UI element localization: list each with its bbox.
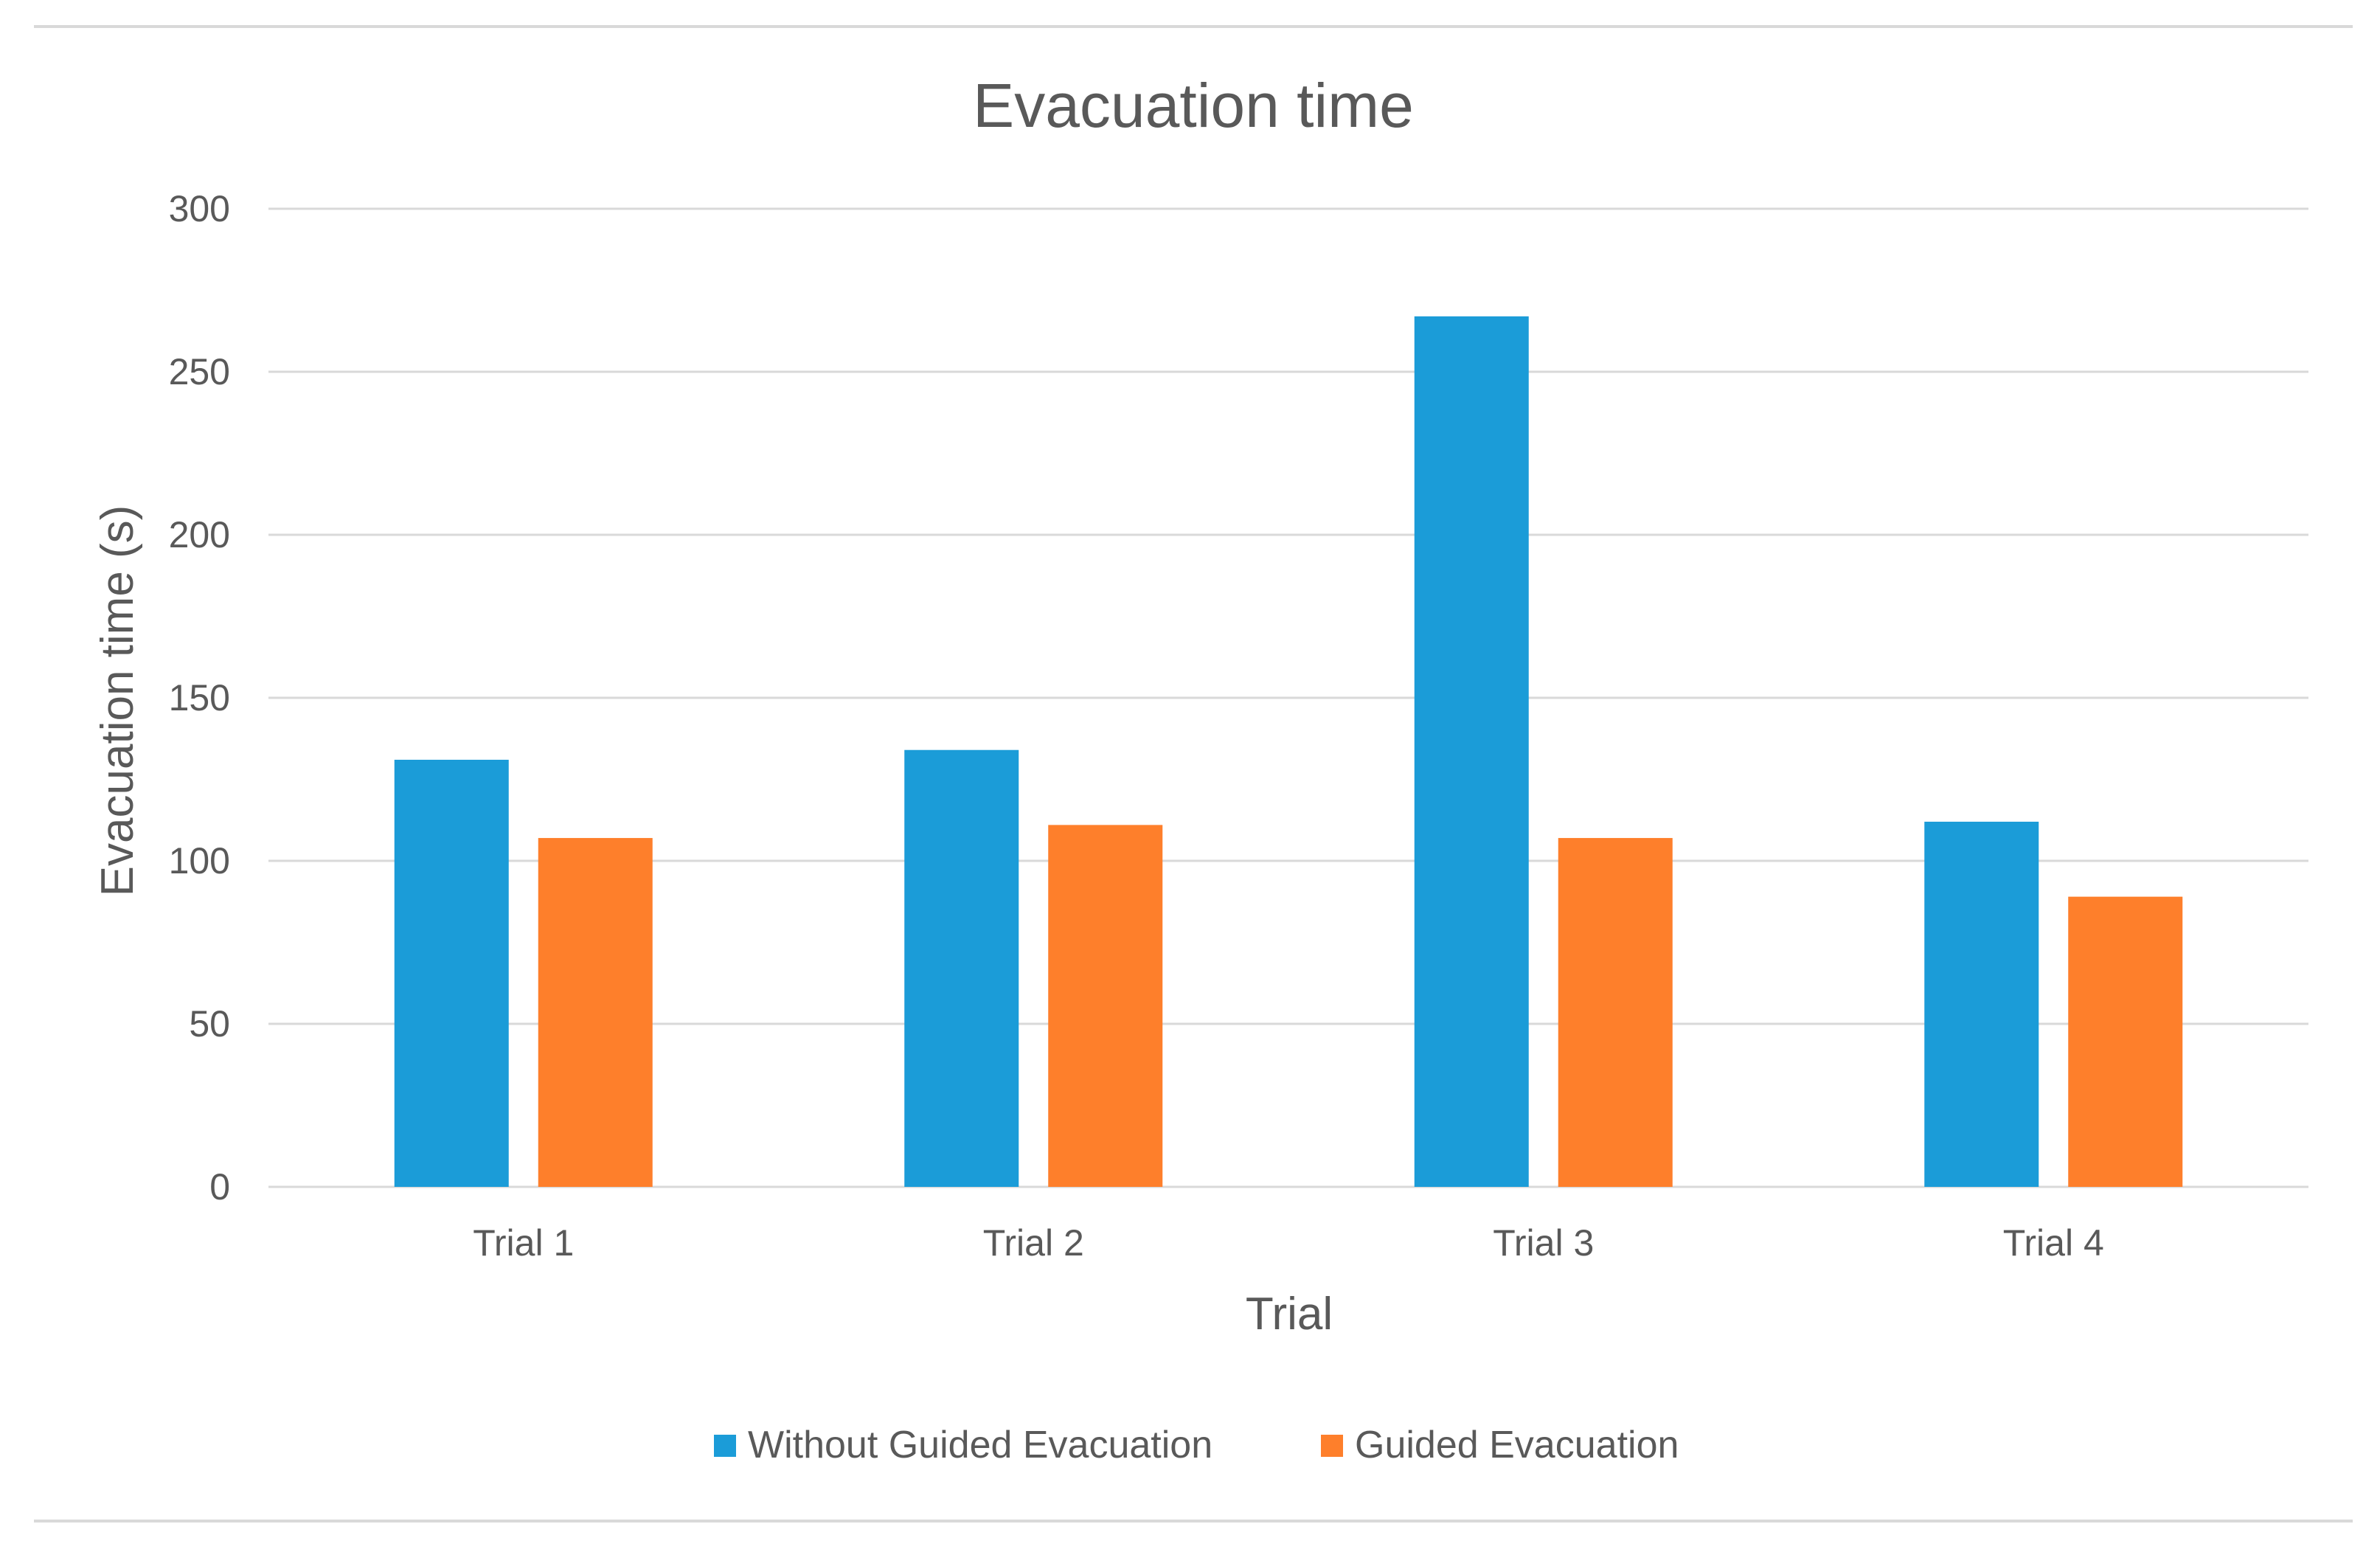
bar-without-guided-1 — [394, 759, 509, 1187]
x-tick-label: Trial 4 — [2003, 1222, 2104, 1264]
legend-swatch-guided — [1321, 1435, 1343, 1457]
y-tick-label: 250 — [169, 351, 230, 392]
y-tick-label: 100 — [169, 840, 230, 881]
bar-guided-4 — [2068, 896, 2183, 1187]
bar-without-guided-3 — [1414, 316, 1529, 1187]
bars — [394, 316, 2183, 1187]
bar-guided-3 — [1558, 838, 1673, 1187]
x-tick-label: Trial 1 — [473, 1222, 574, 1264]
chart-title: Evacuation time — [973, 71, 1414, 140]
bar-without-guided-4 — [1924, 821, 2039, 1187]
x-tick-label: Trial 3 — [1493, 1222, 1594, 1264]
y-axis-ticks: 0 50 100 150 200 250 300 — [169, 188, 230, 1208]
legend-label-guided: Guided Evacuation — [1355, 1424, 1679, 1466]
y-tick-label: 0 — [209, 1166, 230, 1208]
x-axis-ticks: Trial 1 Trial 2 Trial 3 Trial 4 — [473, 1222, 2104, 1264]
x-axis-title: Trial — [1246, 1289, 1333, 1340]
legend: Without Guided Evacuation Guided Evacuat… — [714, 1424, 1679, 1466]
bar-guided-2 — [1048, 825, 1163, 1187]
legend-swatch-without-guided — [714, 1435, 736, 1457]
y-tick-label: 200 — [169, 514, 230, 555]
y-axis-title: Evacuation time (s) — [92, 505, 143, 897]
x-tick-label: Trial 2 — [983, 1222, 1084, 1264]
y-tick-label: 150 — [169, 677, 230, 718]
y-tick-label: 50 — [189, 1003, 230, 1045]
bar-without-guided-2 — [904, 749, 1019, 1187]
y-tick-label: 300 — [169, 188, 230, 229]
bar-guided-1 — [538, 838, 653, 1187]
legend-label-without-guided: Without Guided Evacuation — [748, 1424, 1212, 1466]
